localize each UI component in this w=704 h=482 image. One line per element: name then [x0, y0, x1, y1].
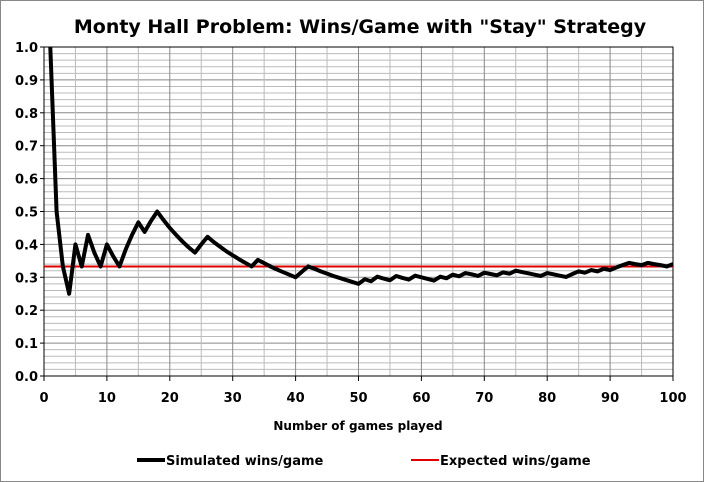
y-tick-label: 0.8 [15, 107, 38, 122]
x-tick-label: 30 [224, 391, 242, 406]
x-tick-label: 40 [287, 391, 305, 406]
legend-label-expected: Expected wins/game [440, 454, 591, 469]
x-tick-label: 0 [39, 391, 48, 406]
chart-title: Monty Hall Problem: Wins/Game with "Stay… [74, 16, 647, 38]
legend: Simulated wins/game Expected wins/game [137, 454, 591, 469]
y-tick-label: 0.1 [15, 337, 38, 352]
y-tick-label: 0.0 [15, 370, 38, 385]
y-tick-label: 0.7 [15, 140, 38, 155]
x-tick-label: 60 [412, 391, 430, 406]
y-tick-label: 1.0 [15, 41, 38, 56]
series-line-simulated [48, 46, 674, 296]
x-tick-label: 50 [349, 391, 367, 406]
x-axis-label: Number of games played [273, 419, 442, 433]
y-tick-label: 0.5 [15, 206, 38, 221]
x-tick-label: 100 [659, 391, 686, 406]
y-tick-label: 0.3 [15, 271, 38, 286]
y-tick-label: 0.9 [15, 74, 38, 89]
x-tick-label: 20 [161, 391, 179, 406]
y-tick-label: 0.2 [15, 304, 38, 319]
y-tick-label: 0.4 [15, 238, 38, 253]
x-tick-label: 80 [538, 391, 556, 406]
x-tick-label: 10 [98, 391, 116, 406]
x-tick-label: 70 [475, 391, 493, 406]
legend-label-simulated: Simulated wins/game [166, 454, 324, 469]
x-tick-label: 90 [601, 391, 619, 406]
y-tick-label: 0.6 [15, 173, 38, 188]
